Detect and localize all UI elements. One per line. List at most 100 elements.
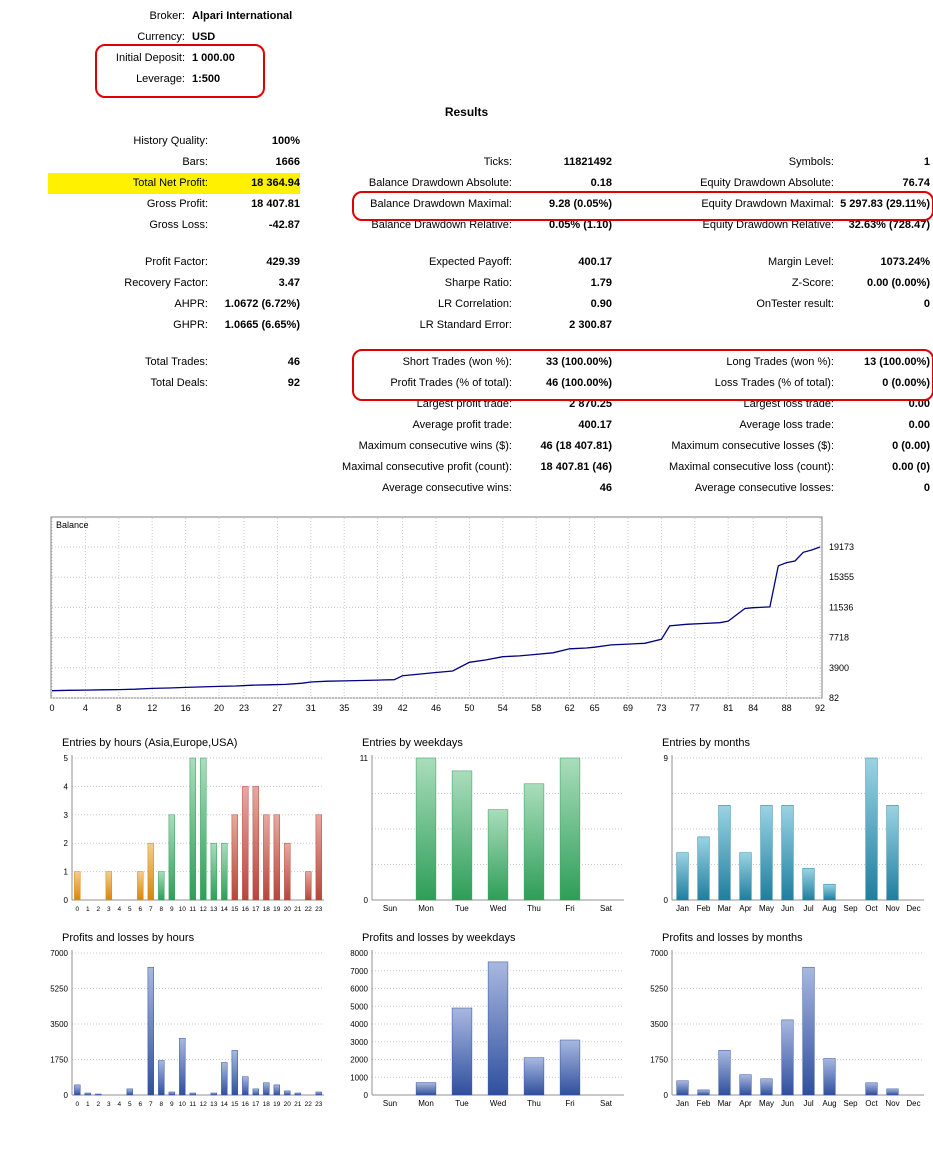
- bar: [559, 1039, 581, 1096]
- bar: [415, 1082, 437, 1096]
- x-tick-label: 27: [272, 703, 282, 713]
- x-category-label: 21: [294, 1101, 302, 1108]
- y-tick-label: 1750: [650, 1056, 668, 1065]
- stat-value: 0: [923, 298, 930, 310]
- stat-label: Gross Profit:: [146, 198, 208, 210]
- stat-label: Symbols:: [788, 156, 834, 168]
- stat-value: [834, 315, 930, 336]
- bar: [273, 814, 280, 901]
- stat-value: 3.47: [278, 277, 300, 289]
- account-row: Initial Deposit: 1 000.00: [0, 48, 292, 69]
- account-value: 1 000.00: [192, 52, 235, 64]
- stat-label: History Quality:: [133, 135, 208, 147]
- y-tick-label: 7000: [650, 949, 668, 958]
- x-category-label: Sun: [383, 1099, 397, 1108]
- stat-value: 92: [287, 377, 300, 389]
- chart-title: Profits and losses by hours: [62, 932, 195, 944]
- x-category-label: 6: [138, 1101, 142, 1108]
- y-tick-label: 3000: [350, 1038, 368, 1047]
- y-tick-label: 8000: [350, 949, 368, 958]
- x-category-label: May: [759, 904, 774, 913]
- bar: [823, 883, 836, 901]
- stat-label: Largest profit trade:: [416, 398, 512, 410]
- bar: [252, 1088, 259, 1096]
- bar: [487, 809, 509, 901]
- bar: [294, 1092, 301, 1096]
- y-tick-label: 11: [360, 754, 369, 763]
- stat-label: [48, 457, 208, 478]
- result-row: Gross Loss: -42.87 Balance Drawdown Relati…: [48, 215, 933, 236]
- x-tick-label: 16: [181, 703, 191, 713]
- bar: [305, 871, 312, 901]
- result-row: Maximum consecutive wins ($): 46 (18 407.…: [48, 436, 933, 457]
- x-category-label: Jan: [676, 904, 689, 913]
- chart-title: Entries by months: [662, 737, 751, 749]
- stat-value: 0.90: [590, 298, 612, 310]
- x-category-label: Wed: [490, 1099, 506, 1108]
- x-category-label: 22: [305, 1101, 313, 1108]
- chart-title: Profits and losses by months: [662, 932, 803, 944]
- bar: [179, 1037, 186, 1096]
- bar: [200, 757, 207, 901]
- x-category-label: 0: [75, 906, 79, 913]
- bar: [147, 966, 154, 1096]
- x-category-label: 10: [179, 1101, 187, 1108]
- x-category-label: 16: [242, 906, 250, 913]
- x-category-label: 3: [107, 1101, 111, 1108]
- stat-value: 0.18: [590, 177, 612, 189]
- stat-value: 2 870.25: [569, 398, 612, 410]
- chart-entries-by-months: Entries by months 0 9 Jan Feb Mar Apr May Jun Jul…: [632, 737, 932, 918]
- stat-value: 0.00: [908, 398, 930, 410]
- stat-value: 0.00: [908, 419, 930, 431]
- row-spacer: [0, 336, 933, 352]
- result-row: Average profit trade: 400.17 Average loss …: [48, 415, 933, 436]
- x-category-label: 15: [231, 1101, 239, 1108]
- result-row: Recovery Factor: 3.47 Sharpe Ratio: 1.79 Z-S…: [48, 273, 933, 294]
- account-row: Broker: Alpari International: [0, 6, 293, 27]
- x-category-label: Sun: [383, 904, 397, 913]
- x-category-label: Sat: [600, 904, 613, 913]
- bar: [158, 1060, 165, 1096]
- stat-value: 0 (0.00%): [882, 377, 930, 389]
- stat-value: 18 407.81: [251, 198, 300, 210]
- y-tick-label: 1750: [50, 1056, 68, 1065]
- pl-by-weekdays-svg: 0 1000 2000 3000 4000 5000 6000 7000 8000 Sun Mon T…: [350, 949, 624, 1108]
- y-tick-label: 1000: [350, 1073, 368, 1082]
- x-category-label: 1: [86, 1101, 90, 1108]
- chart-title: Entries by weekdays: [362, 737, 463, 749]
- pl-by-months-svg: 0 1750 3500 5250 7000 Jan Feb Mar Apr May Jun Jul Au…: [650, 949, 924, 1108]
- x-category-label: Sep: [843, 1099, 858, 1108]
- balance-line: [51, 546, 821, 692]
- account-label: Currency:: [137, 31, 185, 43]
- stat-value: 400.17: [578, 419, 612, 431]
- bar: [718, 805, 731, 901]
- bar: [105, 871, 112, 901]
- stat-label: Recovery Factor:: [124, 277, 208, 289]
- stat-value: 1073.24%: [880, 256, 930, 268]
- stat-label: OnTester result:: [756, 298, 834, 310]
- result-row: Largest profit trade: 2 870.25 Largest los…: [48, 394, 933, 415]
- y-tick-label: 3: [64, 811, 69, 820]
- y-tick-label: 5250: [650, 985, 668, 994]
- x-tick-label: 92: [815, 703, 825, 713]
- x-category-label: Mar: [718, 904, 732, 913]
- bar: [697, 836, 710, 901]
- result-row: Total Deals: 92 Profit Trades (% of total)…: [48, 373, 933, 394]
- bar: [210, 1092, 217, 1096]
- account-label: Broker:: [149, 10, 185, 22]
- stat-value: 2 300.87: [569, 319, 612, 331]
- results-title: Results: [444, 105, 489, 119]
- stat-value: -42.87: [268, 219, 300, 231]
- x-category-label: 7: [149, 906, 153, 913]
- bar: [760, 805, 773, 901]
- x-category-label: 8: [159, 906, 163, 913]
- bar: [315, 814, 322, 901]
- stat-label: Equity Drawdown Relative:: [702, 219, 834, 231]
- y-tick-label: 15355: [829, 572, 854, 582]
- stat-label: Maximal consecutive loss (count):: [668, 461, 834, 473]
- stat-label: [48, 478, 208, 499]
- x-category-label: Sep: [843, 904, 858, 913]
- x-category-label: 15: [231, 906, 239, 913]
- x-category-label: 23: [315, 906, 323, 913]
